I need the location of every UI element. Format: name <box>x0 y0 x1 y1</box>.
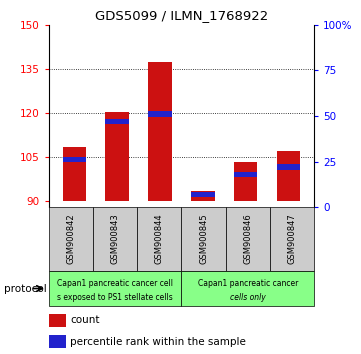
Bar <box>93 207 137 271</box>
Bar <box>49 207 93 271</box>
Text: cells only: cells only <box>230 293 266 302</box>
Text: GSM900847: GSM900847 <box>287 213 296 264</box>
Bar <box>234 161 257 201</box>
Bar <box>226 207 270 271</box>
Bar <box>234 172 257 177</box>
Text: Capan1 pancreatic cancer: Capan1 pancreatic cancer <box>197 279 298 288</box>
Text: GSM900843: GSM900843 <box>110 213 119 264</box>
Text: GSM900844: GSM900844 <box>155 213 164 264</box>
Bar <box>181 271 314 306</box>
Bar <box>105 112 129 201</box>
Text: percentile rank within the sample: percentile rank within the sample <box>70 337 246 347</box>
Bar <box>270 207 314 271</box>
Bar <box>191 191 214 201</box>
Bar <box>277 164 300 170</box>
Bar <box>49 271 182 306</box>
Bar <box>181 207 226 271</box>
Text: GSM900842: GSM900842 <box>66 213 75 264</box>
Title: GDS5099 / ILMN_1768922: GDS5099 / ILMN_1768922 <box>95 9 268 22</box>
Bar <box>49 335 66 348</box>
Text: GSM900846: GSM900846 <box>243 213 252 264</box>
Bar <box>148 62 172 201</box>
Bar <box>49 314 66 327</box>
Text: GSM900845: GSM900845 <box>199 213 208 264</box>
Bar <box>148 112 172 117</box>
Bar <box>63 147 86 201</box>
Bar <box>63 157 86 162</box>
Text: protocol: protocol <box>4 284 46 293</box>
Text: Capan1 pancreatic cancer cell: Capan1 pancreatic cancer cell <box>57 279 173 288</box>
Bar <box>105 119 129 124</box>
Text: s exposed to PS1 stellate cells: s exposed to PS1 stellate cells <box>57 293 173 302</box>
Bar <box>277 151 300 201</box>
Bar <box>191 192 214 197</box>
Bar <box>137 207 182 271</box>
Text: count: count <box>70 315 100 325</box>
